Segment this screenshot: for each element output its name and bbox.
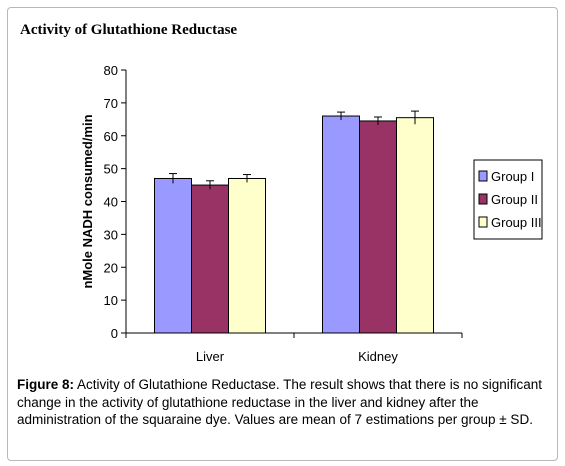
- legend-swatch: [478, 216, 488, 228]
- legend: Group I Group II Group III: [473, 159, 543, 240]
- figure-frame: [7, 7, 558, 461]
- error-bars: [169, 110, 419, 190]
- bar: [191, 184, 229, 334]
- bar: [154, 177, 192, 334]
- bar: [228, 177, 266, 334]
- bars: [154, 115, 434, 334]
- caption-label: Figure 8:: [17, 377, 75, 392]
- y-tick-label: 80: [104, 63, 118, 78]
- y-tick-label: 60: [104, 129, 118, 144]
- legend-label: Group I: [491, 169, 534, 184]
- y-tick-label: 40: [104, 195, 118, 210]
- x-tick-label: Liver: [196, 349, 225, 364]
- chart-title: Activity of Glutathione Reductase: [20, 22, 238, 38]
- x-axis: Liver Kidney: [125, 332, 463, 364]
- y-axis: 0 10 20 30 40 50 60 70 80: [104, 63, 127, 341]
- legend-swatch: [478, 170, 488, 182]
- y-tick-label: 30: [104, 227, 118, 242]
- y-tick-label: 0: [111, 326, 118, 341]
- legend-swatch: [478, 193, 488, 205]
- y-axis-label: nMole NADH consumed/min: [80, 114, 95, 288]
- bar: [396, 117, 434, 334]
- y-tick-label: 10: [104, 293, 118, 308]
- legend-label: Group III: [491, 215, 542, 230]
- x-tick-label: Kidney: [358, 349, 398, 364]
- y-tick-label: 70: [104, 96, 118, 111]
- caption-text: Activity of Glutathione Reductase. The r…: [17, 377, 543, 427]
- legend-label: Group II: [491, 192, 538, 207]
- y-tick-label: 20: [104, 260, 118, 275]
- bar: [359, 120, 397, 334]
- bar: [322, 115, 360, 334]
- y-tick-label: 50: [104, 162, 118, 177]
- figure-caption: Figure 8: Activity of Glutathione Reduct…: [17, 376, 549, 429]
